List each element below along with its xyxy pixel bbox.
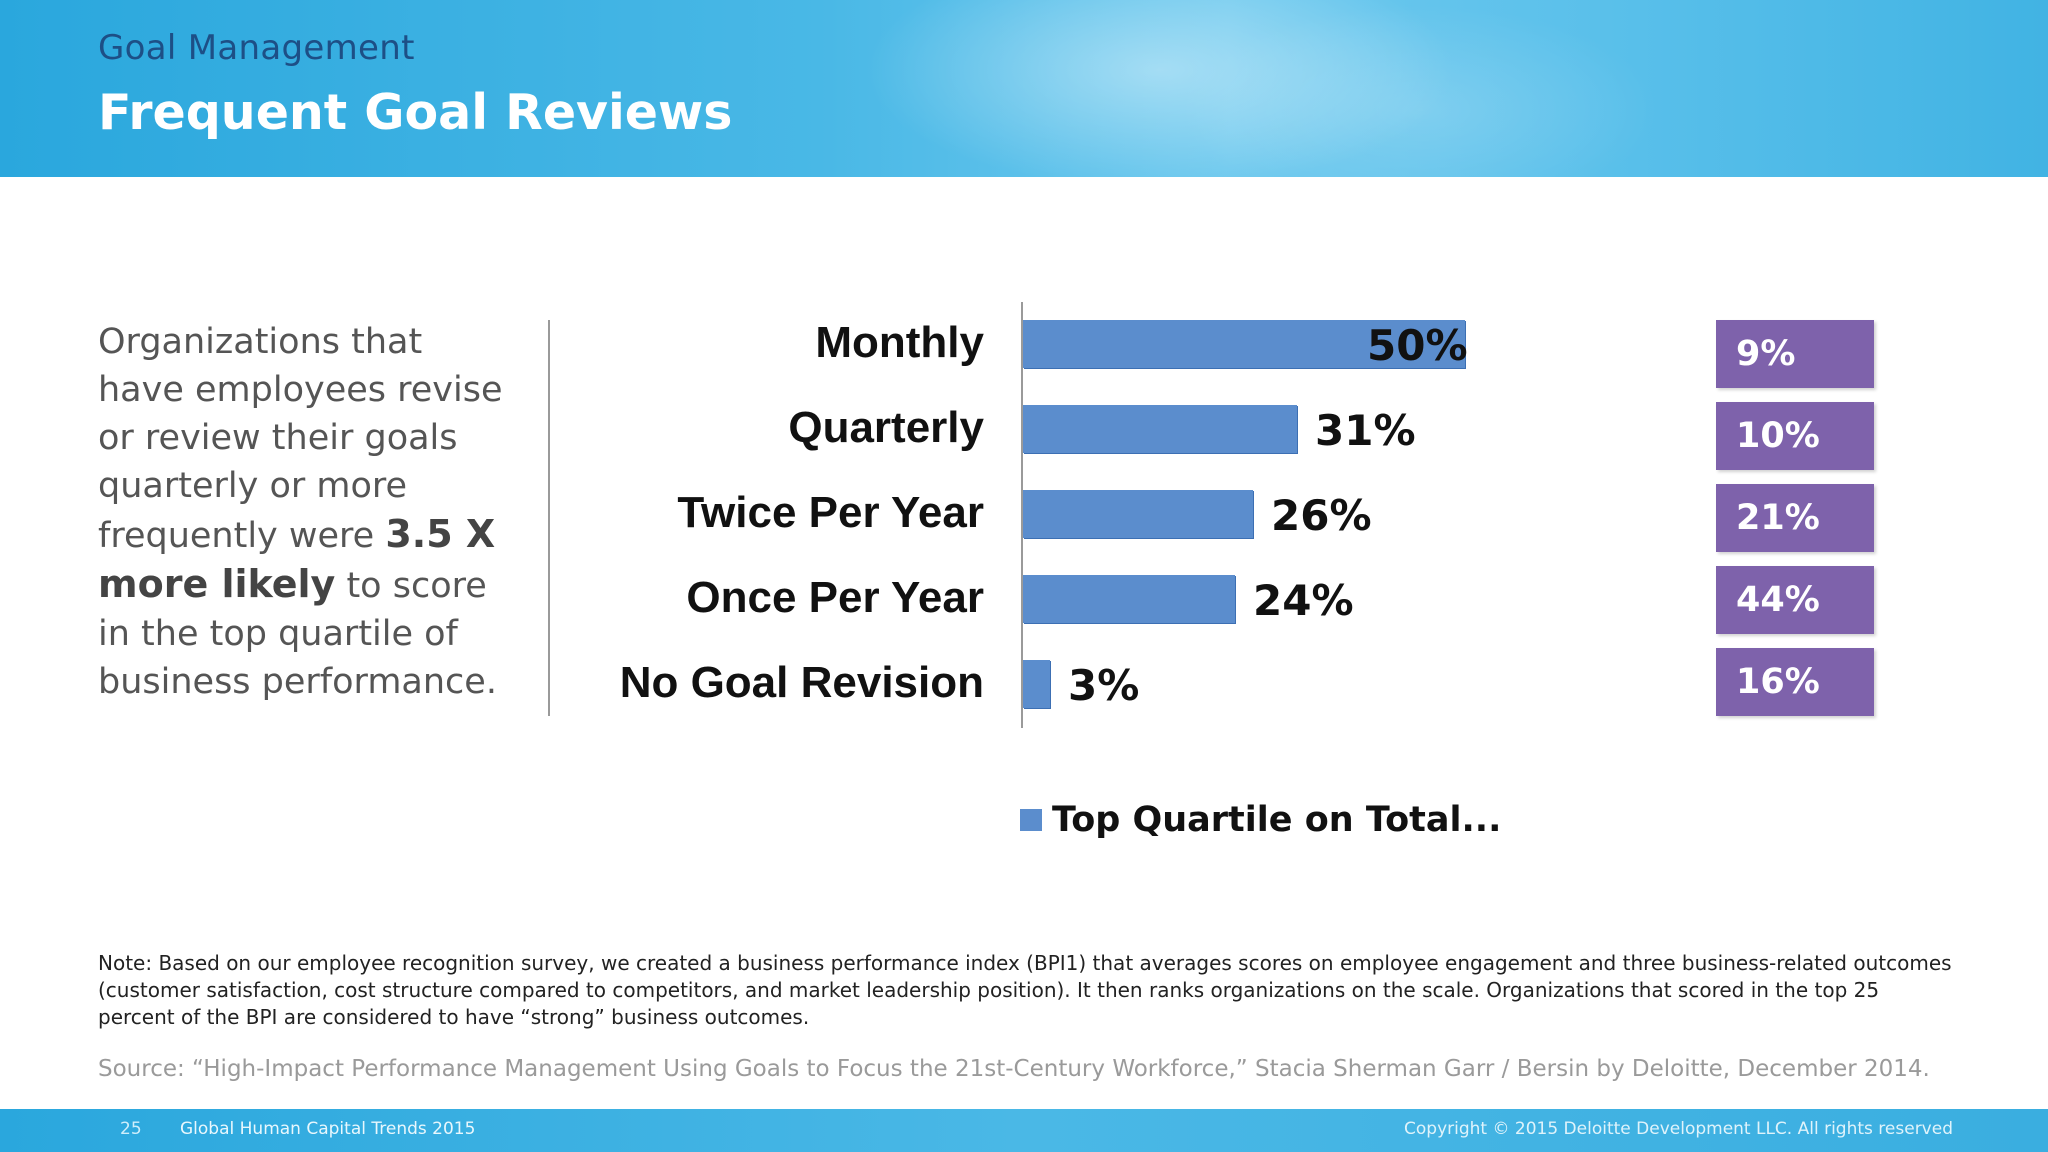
bar [1023,320,1465,368]
page-number: 25 [120,1119,142,1139]
category-label: Once Per Year [686,573,984,622]
slide-title: Frequent Goal Reviews [98,84,733,141]
slide-header: Goal Management Frequent Goal Reviews [0,0,2048,177]
category-label: No Goal Revision [619,658,984,707]
bar [1023,660,1050,708]
bar-value-label: 50% [1367,321,1468,370]
footer-report-title: Global Human Capital Trends 2015 [180,1119,476,1139]
intro-emphasis: 3.5 X more likely [98,512,496,606]
comparison-value-box: 10% [1716,402,1874,470]
vertical-divider [548,320,550,716]
comparison-value: 21% [1736,498,1820,538]
category-label: Twice Per Year [677,488,984,537]
copyright-notice: Copyright © 2015 Deloitte Development LL… [1404,1119,1953,1139]
comparison-value-box: 21% [1716,484,1874,552]
comparison-value: 9% [1736,334,1796,374]
bar [1023,405,1297,453]
category-label: Monthly [815,318,984,367]
slide-footer: 25 Global Human Capital Trends 2015 Copy… [0,1109,2048,1152]
bar [1023,575,1235,623]
chart-axis-line [1021,302,1023,728]
chart-legend: Top Quartile on Total... [1020,798,1501,842]
comparison-value: 10% [1736,416,1820,456]
bar-value-label: 24% [1253,576,1354,625]
bar [1023,490,1253,538]
legend-label: Top Quartile on Total... [1052,800,1502,840]
bar-value-label: 31% [1315,406,1416,455]
comparison-value: 44% [1736,580,1820,620]
comparison-value-box: 16% [1716,648,1874,716]
legend-swatch [1020,809,1042,831]
source-citation: Source: “High-Impact Performance Managem… [98,1056,1930,1082]
intro-paragraph: Organizations that have employees revise… [98,318,518,706]
comparison-value-box: 9% [1716,320,1874,388]
footnote: Note: Based on our employee recognition … [98,951,1952,1029]
intro-text-before: Organizations that have employees revise… [98,322,503,556]
comparison-value: 16% [1736,662,1820,702]
category-label: Quarterly [788,403,984,452]
section-kicker: Goal Management [98,28,415,68]
bar-value-label: 3% [1068,661,1140,710]
comparison-value-box: 44% [1716,566,1874,634]
intro-text-after: to score in the top quartile of business… [98,566,497,702]
bar-value-label: 26% [1271,491,1372,540]
